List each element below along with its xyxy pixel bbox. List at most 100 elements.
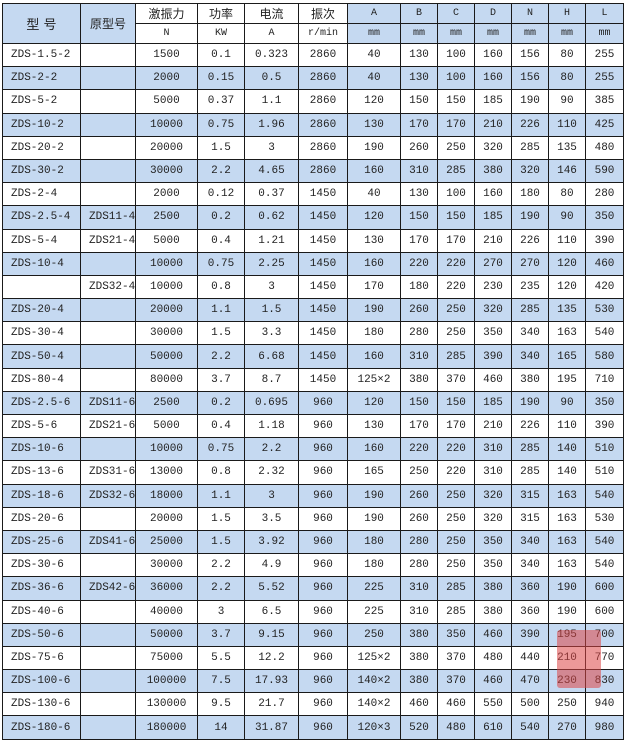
cell-dim-b: 520 [400, 715, 438, 740]
cell-force: 2000 [135, 66, 198, 91]
cell-dim-a: 40 [347, 182, 401, 207]
cell-dim-a: 160 [347, 344, 401, 369]
cell-dim-b: 280 [400, 553, 438, 578]
cell-dim-d: 460 [474, 367, 512, 392]
cell-dim-a: 160 [347, 251, 401, 276]
cell-old-model [80, 158, 136, 184]
cell-dim-a: 250 [347, 622, 401, 647]
cell-force: 2500 [135, 390, 198, 416]
cell-dim-l: 390 [585, 228, 624, 253]
cell-old-model [80, 112, 136, 137]
cell-dim-b: 150 [400, 89, 438, 114]
cell-force: 75000 [135, 645, 198, 671]
cell-dim-b: 260 [400, 506, 438, 531]
cell-dim-h: 140 [548, 460, 586, 485]
header-dim-c: C [437, 3, 475, 24]
header-frequency: 振次 [298, 3, 348, 24]
header-model: 型 号 [2, 3, 81, 44]
header-dim-d: D [474, 3, 512, 24]
cell-dim-b: 310 [400, 158, 438, 184]
cell-dim-b: 260 [400, 135, 438, 160]
cell-old-model [80, 669, 136, 694]
unit-dim-l: mm [585, 23, 624, 44]
cell-current: 4.9 [244, 553, 299, 578]
cell-power: 0.12 [197, 182, 245, 207]
cell-dim-b: 250 [400, 460, 438, 485]
cell-dim-l: 255 [585, 66, 624, 91]
cell-current: 2.25 [244, 251, 299, 276]
cell-dim-b: 130 [400, 42, 438, 68]
cell-dim-c: 370 [437, 367, 475, 392]
cell-force: 20000 [135, 506, 198, 531]
cell-frequency: 1450 [298, 274, 348, 300]
cell-frequency: 960 [298, 599, 348, 624]
cell-current: 3.5 [244, 506, 299, 531]
cell-power: 1.5 [197, 506, 245, 531]
cell-dim-c: 100 [437, 42, 475, 68]
unit-dim-n: mm [511, 23, 549, 44]
cell-dim-l: 940 [585, 692, 624, 717]
cell-dim-h: 163 [548, 321, 586, 346]
cell-dim-l: 510 [585, 460, 624, 485]
cell-dim-b: 170 [400, 413, 438, 439]
cell-frequency: 960 [298, 413, 348, 439]
cell-old-model [80, 344, 136, 369]
cell-dim-l: 530 [585, 298, 624, 323]
cell-dim-n: 315 [511, 483, 549, 508]
cell-dim-a: 190 [347, 298, 401, 323]
cell-dim-c: 170 [437, 413, 475, 439]
cell-power: 0.8 [197, 274, 245, 300]
cell-dim-d: 460 [474, 669, 512, 694]
cell-old-model: ZDS21-6 [80, 413, 136, 439]
cell-frequency: 1450 [298, 321, 348, 346]
cell-dim-c: 480 [437, 715, 475, 740]
cell-dim-h: 120 [548, 274, 586, 300]
watermark-stamp [557, 630, 601, 688]
cell-dim-b: 260 [400, 298, 438, 323]
cell-dim-d: 320 [474, 298, 512, 323]
table-row: ZDS-2-4 2000 0.12 0.37 1450 40 130 100 160 180 80 2… [2, 182, 624, 207]
cell-dim-b: 380 [400, 669, 438, 694]
table-row: ZDS-30-4 30000 1.5 3.3 1450 180 280 250 350 340 16… [2, 321, 624, 346]
cell-force: 30000 [135, 553, 198, 578]
cell-model: ZDS-40-6 [2, 599, 81, 624]
table-row: ZDS-5-2 5000 0.37 1.1 2860 120 150 150 185 190 90 3… [2, 89, 624, 114]
table-row: ZDS-40-6 40000 3 6.5 960 225 310 285 380 360 190 60… [2, 599, 624, 624]
cell-power: 2.2 [197, 576, 245, 601]
table-row: ZDS-130-6 130000 9.5 21.7 960 140×2 460 460 550 5… [2, 692, 624, 717]
cell-dim-l: 385 [585, 89, 624, 114]
cell-dim-d: 380 [474, 576, 512, 601]
cell-dim-d: 230 [474, 274, 512, 300]
cell-dim-d: 160 [474, 42, 512, 68]
cell-model: ZDS-30-4 [2, 321, 81, 346]
cell-dim-h: 80 [548, 66, 586, 91]
cell-dim-h: 146 [548, 158, 586, 184]
cell-model: ZDS-20-2 [2, 135, 81, 160]
cell-dim-b: 150 [400, 205, 438, 230]
unit-current: A [244, 23, 299, 44]
cell-model: ZDS-36-6 [2, 576, 81, 601]
cell-dim-a: 180 [347, 321, 401, 346]
cell-current: 2.32 [244, 460, 299, 485]
cell-dim-a: 190 [347, 483, 401, 508]
cell-dim-h: 163 [548, 529, 586, 555]
cell-frequency: 960 [298, 622, 348, 647]
cell-dim-a: 125×2 [347, 367, 401, 392]
cell-dim-h: 163 [548, 506, 586, 531]
table-row: ZDS-20-6 20000 1.5 3.5 960 190 260 250 320 315 163… [2, 506, 624, 531]
cell-dim-d: 460 [474, 622, 512, 647]
cell-dim-d: 380 [474, 158, 512, 184]
cell-dim-c: 250 [437, 298, 475, 323]
cell-dim-b: 310 [400, 599, 438, 624]
cell-current: 4.65 [244, 158, 299, 184]
table-row: ZDS-10-6 10000 0.75 2.2 960 160 220 220 310 285 14… [2, 437, 624, 462]
cell-dim-d: 550 [474, 692, 512, 717]
cell-dim-n: 500 [511, 692, 549, 717]
cell-dim-c: 150 [437, 205, 475, 230]
cell-dim-a: 130 [347, 413, 401, 439]
cell-dim-l: 420 [585, 274, 624, 300]
cell-dim-l: 710 [585, 367, 624, 392]
cell-model: ZDS-2.5-4 [2, 205, 81, 230]
cell-dim-d: 480 [474, 645, 512, 671]
cell-power: 14 [197, 715, 245, 740]
